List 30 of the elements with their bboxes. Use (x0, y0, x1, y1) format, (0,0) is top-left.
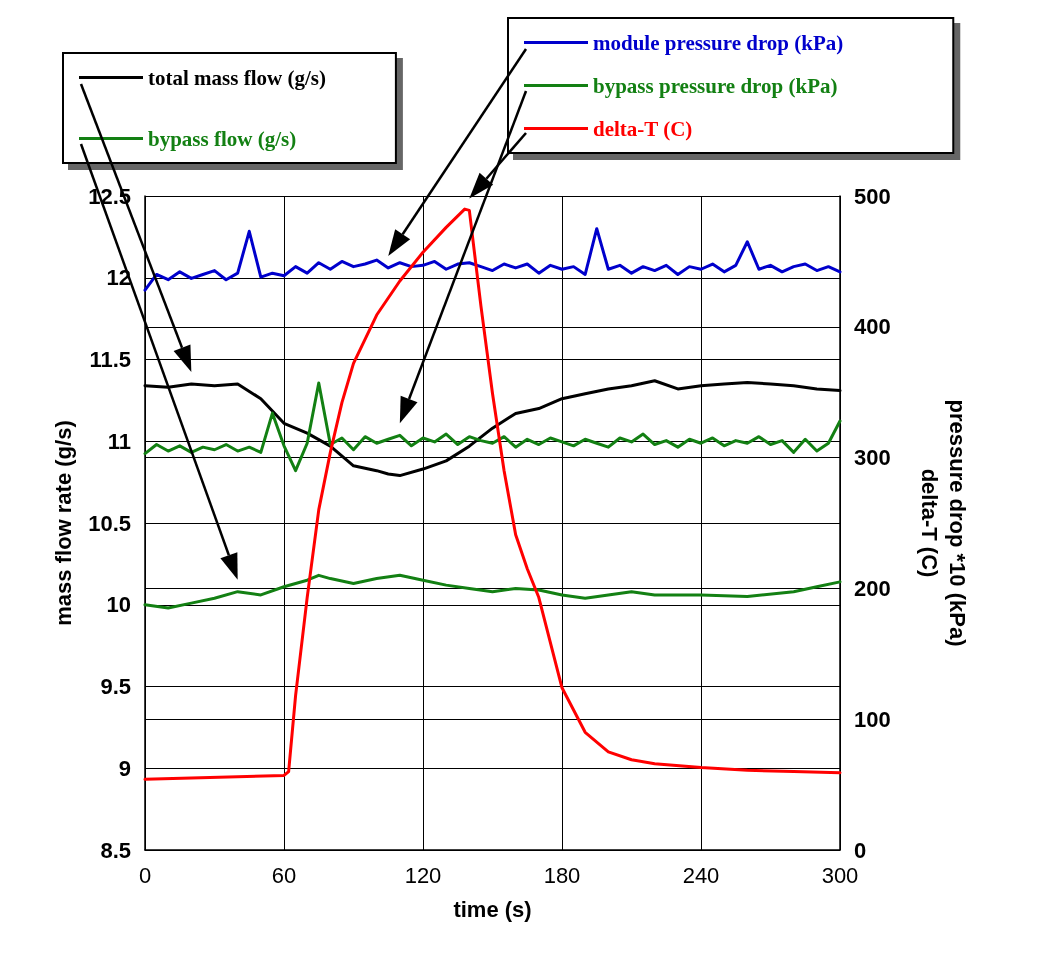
y-tick-label: 10 (106, 592, 131, 618)
y-tick-label: 10.5 (88, 510, 131, 536)
y-tick-label: 9.5 (100, 674, 131, 699)
x-axis-title: time (s) (453, 896, 532, 922)
x-tick-label: 180 (543, 862, 581, 888)
x-tick-label: 0 (138, 862, 152, 888)
legend-label: delta-T (C) (593, 116, 693, 141)
legend-label: total mass flow (g/s) (148, 65, 326, 90)
y2-tick-label: 400 (854, 314, 891, 340)
y2-axis-title: pressure drop *10 (kPa) delta-T (C) (916, 399, 970, 647)
y2-tick-label: 200 (854, 575, 891, 601)
y-tick-label: 11.5 (89, 347, 131, 372)
y-axis-title: mass flow rate (g/s) (50, 420, 76, 626)
legend-label: module pressure drop (kPa) (593, 30, 844, 55)
x-tick-label: 120 (404, 862, 442, 888)
legend-label: bypass pressure drop (kPa) (593, 73, 838, 98)
y2-tick-label: 100 (854, 706, 891, 732)
x-tick-label: 240 (682, 862, 720, 888)
line-series (143, 227, 842, 292)
line-series (143, 207, 842, 781)
y-tick-label: 11 (107, 428, 131, 454)
line-series (143, 573, 842, 610)
y2-tick-label: 0 (854, 837, 867, 863)
y2-tick-label: 300 (854, 445, 891, 471)
y-tick-label: 9 (118, 755, 131, 781)
legend-label: bypass flow (g/s) (148, 126, 297, 151)
x-tick-label: 60 (271, 862, 297, 888)
y-tick-label: 8.5 (100, 837, 131, 863)
x-tick-label: 300 (821, 862, 859, 888)
y2-tick-label: 500 (854, 183, 891, 209)
